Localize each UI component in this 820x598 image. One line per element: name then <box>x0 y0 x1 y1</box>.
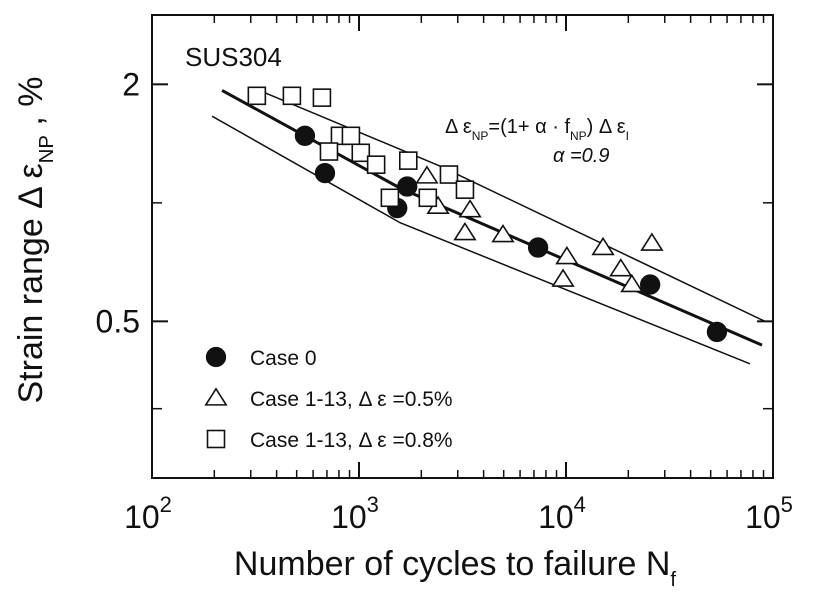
data-point <box>282 86 302 106</box>
data-point <box>312 88 332 107</box>
label: Number of cycles to failure Nf <box>234 545 677 591</box>
data-point <box>640 232 664 251</box>
label-part: =(1+ α · f <box>488 116 570 138</box>
subscript: NP <box>570 129 587 143</box>
alpha-label: α =0.9 <box>553 145 609 167</box>
x-tick-exponent: 5 <box>781 492 793 517</box>
data-point <box>609 258 633 277</box>
data-point <box>458 199 482 218</box>
legend-label: Case 1-13, Δ ε =0.5% <box>250 388 453 411</box>
plot-frame <box>151 14 774 479</box>
x-tick-label: 104 <box>538 492 586 535</box>
data-point <box>294 125 316 146</box>
data-point <box>366 155 386 174</box>
data-point <box>319 142 339 161</box>
data-point <box>397 176 418 197</box>
x-tick-exponent: 4 <box>574 492 586 517</box>
label-part: ) Δ ε <box>587 116 626 138</box>
data-point <box>620 273 644 293</box>
legend-label: Case 0 <box>250 347 317 370</box>
y-tick-label: 2 <box>122 66 140 102</box>
legend-marker <box>205 346 227 368</box>
data-point <box>341 126 361 146</box>
fit-line <box>211 115 751 365</box>
x-tick-label: 103 <box>331 492 379 535</box>
label-part: , % <box>12 76 50 135</box>
data-point <box>527 237 549 258</box>
data-point <box>640 274 661 295</box>
x-tick-exponent: 3 <box>367 492 379 517</box>
material-label: SUS304 <box>185 42 282 72</box>
label-part: Δ ε <box>445 116 472 138</box>
label: Δ εNP=(1+ α · fNP) Δ εI <box>445 116 629 143</box>
y-tick-label: 0.5 <box>96 303 140 339</box>
legend-marker <box>206 429 226 449</box>
data-point <box>551 268 575 287</box>
data-point <box>314 162 336 184</box>
legend-marker <box>204 387 228 406</box>
x-tick-label: 102 <box>124 492 172 535</box>
x-tick-label: 105 <box>745 492 793 535</box>
x-tick-base: 10 <box>331 499 367 535</box>
legend-label: Case 1-13, Δ ε =0.8% <box>250 429 453 452</box>
x-tick-base: 10 <box>124 499 160 535</box>
subscript: f <box>670 569 676 591</box>
data-point <box>398 151 418 170</box>
data-point <box>247 86 267 106</box>
label-part: Number of cycles to failure N <box>234 545 671 583</box>
label-part: Strain range Δ ε <box>12 163 50 403</box>
x-tick-base: 10 <box>538 499 574 535</box>
subscript: NP <box>472 129 489 143</box>
data-point <box>418 188 438 208</box>
data-point <box>455 180 475 199</box>
label: Strain range Δ εNP , % <box>12 76 58 403</box>
data-point <box>453 221 477 241</box>
data-point <box>706 321 728 343</box>
x-tick-exponent: 2 <box>160 492 172 517</box>
data-point <box>351 143 371 163</box>
x-tick-base: 10 <box>745 499 781 535</box>
data-point <box>415 165 439 184</box>
data-point <box>591 236 615 256</box>
data-point <box>380 188 400 208</box>
data-point <box>439 165 459 184</box>
subscript: I <box>626 129 629 143</box>
data-point <box>491 224 515 243</box>
data-point <box>555 245 579 265</box>
subscript: NP <box>36 135 58 163</box>
